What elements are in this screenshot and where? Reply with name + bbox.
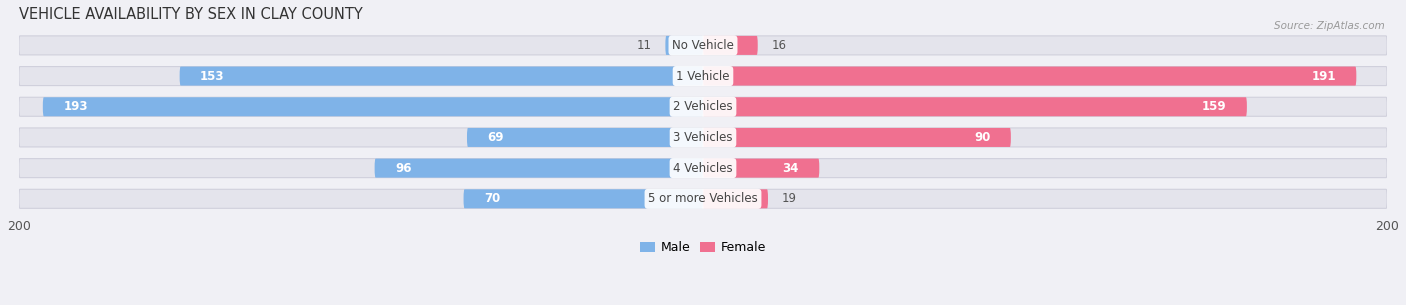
FancyBboxPatch shape	[18, 97, 1388, 116]
FancyBboxPatch shape	[703, 97, 1247, 116]
FancyBboxPatch shape	[18, 159, 1388, 178]
Legend: Male, Female: Male, Female	[636, 236, 770, 260]
Text: 159: 159	[1202, 100, 1226, 113]
Text: 191: 191	[1312, 70, 1336, 83]
Text: 34: 34	[782, 162, 799, 175]
FancyBboxPatch shape	[703, 159, 820, 178]
FancyBboxPatch shape	[703, 36, 758, 55]
Text: 11: 11	[637, 39, 652, 52]
Text: 70: 70	[484, 192, 501, 205]
Text: 193: 193	[63, 100, 87, 113]
FancyBboxPatch shape	[18, 36, 1388, 55]
FancyBboxPatch shape	[703, 66, 1357, 86]
Text: No Vehicle: No Vehicle	[672, 39, 734, 52]
FancyBboxPatch shape	[18, 128, 1388, 147]
Text: 19: 19	[782, 192, 797, 205]
FancyBboxPatch shape	[374, 159, 703, 178]
Text: 2 Vehicles: 2 Vehicles	[673, 100, 733, 113]
Text: 96: 96	[395, 162, 412, 175]
Text: 4 Vehicles: 4 Vehicles	[673, 162, 733, 175]
Text: 153: 153	[200, 70, 225, 83]
Text: 1 Vehicle: 1 Vehicle	[676, 70, 730, 83]
FancyBboxPatch shape	[467, 128, 703, 147]
FancyBboxPatch shape	[464, 189, 703, 208]
Text: 16: 16	[772, 39, 786, 52]
Text: 69: 69	[488, 131, 503, 144]
FancyBboxPatch shape	[18, 189, 1388, 208]
Text: 3 Vehicles: 3 Vehicles	[673, 131, 733, 144]
FancyBboxPatch shape	[665, 36, 703, 55]
FancyBboxPatch shape	[42, 97, 703, 116]
FancyBboxPatch shape	[180, 66, 703, 86]
FancyBboxPatch shape	[703, 189, 768, 208]
Text: 90: 90	[974, 131, 990, 144]
FancyBboxPatch shape	[18, 66, 1388, 86]
Text: VEHICLE AVAILABILITY BY SEX IN CLAY COUNTY: VEHICLE AVAILABILITY BY SEX IN CLAY COUN…	[18, 7, 363, 22]
FancyBboxPatch shape	[703, 128, 1011, 147]
Text: 5 or more Vehicles: 5 or more Vehicles	[648, 192, 758, 205]
Text: Source: ZipAtlas.com: Source: ZipAtlas.com	[1274, 21, 1385, 31]
